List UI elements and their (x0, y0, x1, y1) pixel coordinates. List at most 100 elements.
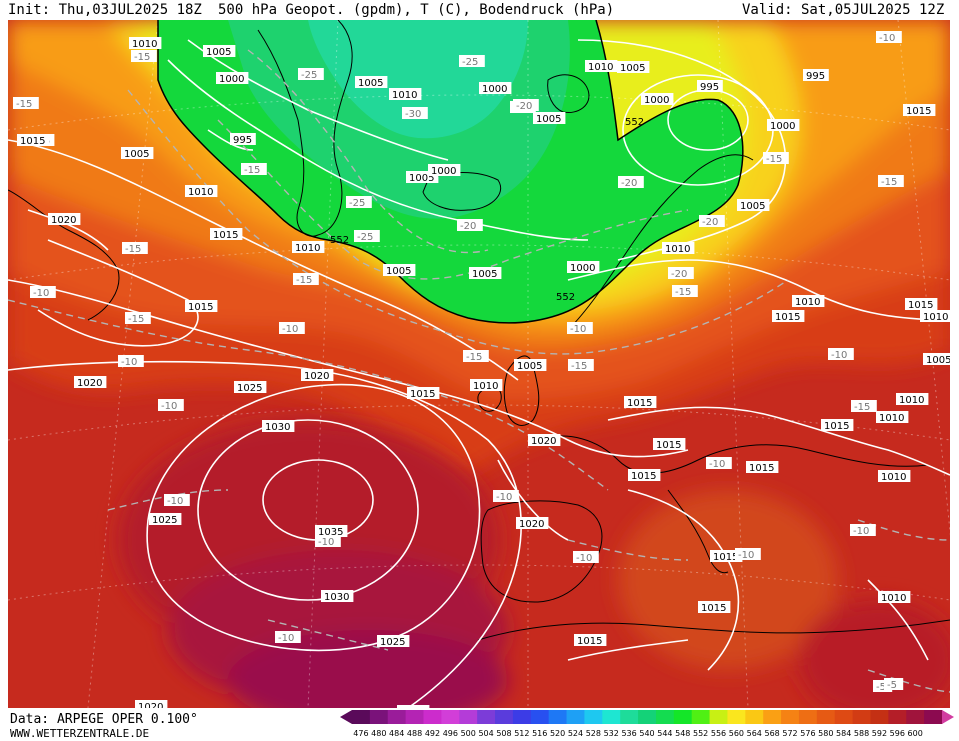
temperature-label-bg (279, 322, 305, 334)
temperature-label-bg (125, 312, 151, 324)
isobar-1010-a (8, 139, 519, 381)
temperature-label: -15 (296, 275, 312, 286)
temperature-label: -10 (496, 492, 512, 503)
legend-swatch (477, 710, 496, 724)
pressure-label-bg (876, 411, 909, 423)
pressure-label: 1010 (188, 187, 213, 198)
pressure-label-bg (641, 93, 674, 105)
legend-swatch (638, 710, 657, 724)
geopot-552-contour (157, 20, 744, 324)
chart-footer: Data: ARPEGE OPER 0.100° WWW.WETTERZENTR… (0, 708, 959, 741)
pressure-label-bg (585, 60, 618, 72)
legend-tick-label: 536 (621, 729, 636, 738)
pressure-label: 1015 (631, 471, 656, 482)
geopotential-label: 552 (330, 235, 349, 246)
website-credit: WWW.WETTERZENTRALE.DE (10, 727, 150, 740)
isotherm-minus20 (217, 119, 689, 280)
pressure-label-bg (135, 700, 168, 708)
pressure-label: 1030 (265, 422, 290, 433)
temperature-label-bg (293, 273, 319, 285)
pressure-label-bg (698, 601, 731, 613)
pressure-label-bg (617, 61, 650, 73)
temperature-label-bg (699, 215, 725, 227)
pressure-label: 1030 (324, 592, 349, 603)
pressure-label-bg (903, 104, 936, 116)
iberia-coast (480, 500, 603, 603)
pressure-label: 1005 (472, 269, 497, 280)
legend-swatch (369, 710, 389, 724)
pressure-label: 1010 (132, 39, 157, 50)
pressure-label: 1025 (237, 383, 262, 394)
pressure-label: 1015 (410, 389, 435, 400)
legend-tick-label: 540 (639, 729, 654, 738)
isobar-1015-b (607, 406, 950, 476)
pressure-label: 1020 (400, 707, 425, 708)
isobar-1025-a (146, 383, 481, 652)
legend-swatch (906, 710, 925, 724)
canada-coast (8, 189, 120, 321)
legend-tick-label: 504 (478, 729, 493, 738)
pressure-label: 1010 (392, 90, 417, 101)
isotherm-minus5 (857, 519, 950, 541)
pressure-label-bg (230, 133, 256, 145)
band-588-east (798, 600, 950, 708)
temperature-label-bg (402, 107, 428, 119)
legend-tick-label: 588 (854, 729, 869, 738)
pressure-label-bg (321, 590, 354, 602)
pressure-label: 1010 (665, 244, 690, 255)
pressure-label-bg (479, 82, 512, 94)
legend-swatch (798, 710, 818, 724)
pressure-label: 1000 (644, 95, 669, 106)
legend-swatch (530, 710, 550, 724)
legend-tick-label: 596 (890, 729, 905, 738)
legend-swatch (691, 710, 711, 724)
legend-tick-label: 480 (371, 729, 386, 738)
isobar-high-1030 (197, 419, 419, 601)
legend-swatch (566, 710, 585, 724)
pressure-label: 1020 (519, 519, 544, 530)
temperature-label: -10 (709, 459, 725, 470)
legend-tick-label: 496 (443, 729, 458, 738)
temperature-label: -25 (462, 57, 478, 68)
temperature-label: -15 (881, 177, 897, 188)
temperature-label: -15 (244, 165, 260, 176)
temperature-label-bg (567, 322, 593, 334)
pressure-label-bg (210, 228, 243, 240)
pressure-label: 1005 (517, 361, 542, 372)
pressure-label: 1005 (124, 149, 149, 160)
legend-tick-label: 564 (747, 729, 762, 738)
temperature-label-bg (164, 494, 190, 506)
pressure-label-bg (262, 420, 295, 432)
legend-swatch (834, 710, 854, 724)
isobar-1010-c (867, 579, 929, 661)
pressure-label-bg (737, 199, 770, 211)
legend-swatch (852, 710, 871, 724)
pressure-label-bg (185, 300, 218, 312)
pressure-label-bg (514, 359, 547, 371)
pressure-label-bg (792, 295, 825, 307)
pressure-label: 1015 (713, 552, 738, 563)
pressure-label: 1015 (188, 302, 213, 313)
temperature-label: -20 (702, 217, 718, 228)
europe-coast (537, 435, 929, 474)
norway-coast (567, 154, 754, 331)
pressure-label: 1015 (656, 440, 681, 451)
geopotential-label: 552 (556, 292, 575, 303)
geopotential-labels: 552 552 552 (330, 117, 644, 303)
pressure-label-bg (397, 705, 430, 708)
pressure-label-bg (533, 112, 566, 124)
geopotential-label: 552 (625, 117, 644, 128)
temperature-label-bg (457, 219, 483, 231)
pressure-label: 995 (233, 135, 252, 146)
temperature-label: -15 (128, 314, 144, 325)
legend-swatch (673, 710, 693, 724)
temperature-labels: -15-25-25-25-30-25-15-15-15-20-25-20-20-… (13, 31, 904, 693)
pressure-label: 1010 (473, 381, 498, 392)
pressure-label: 1010 (795, 297, 820, 308)
pressure-label: 1005 (386, 266, 411, 277)
temperature-label: -15 (854, 402, 870, 413)
legend-swatch (924, 710, 943, 724)
pressure-label-bg (628, 469, 661, 481)
valid-time: Valid: Sat,05JUL2025 12Z (742, 2, 945, 18)
